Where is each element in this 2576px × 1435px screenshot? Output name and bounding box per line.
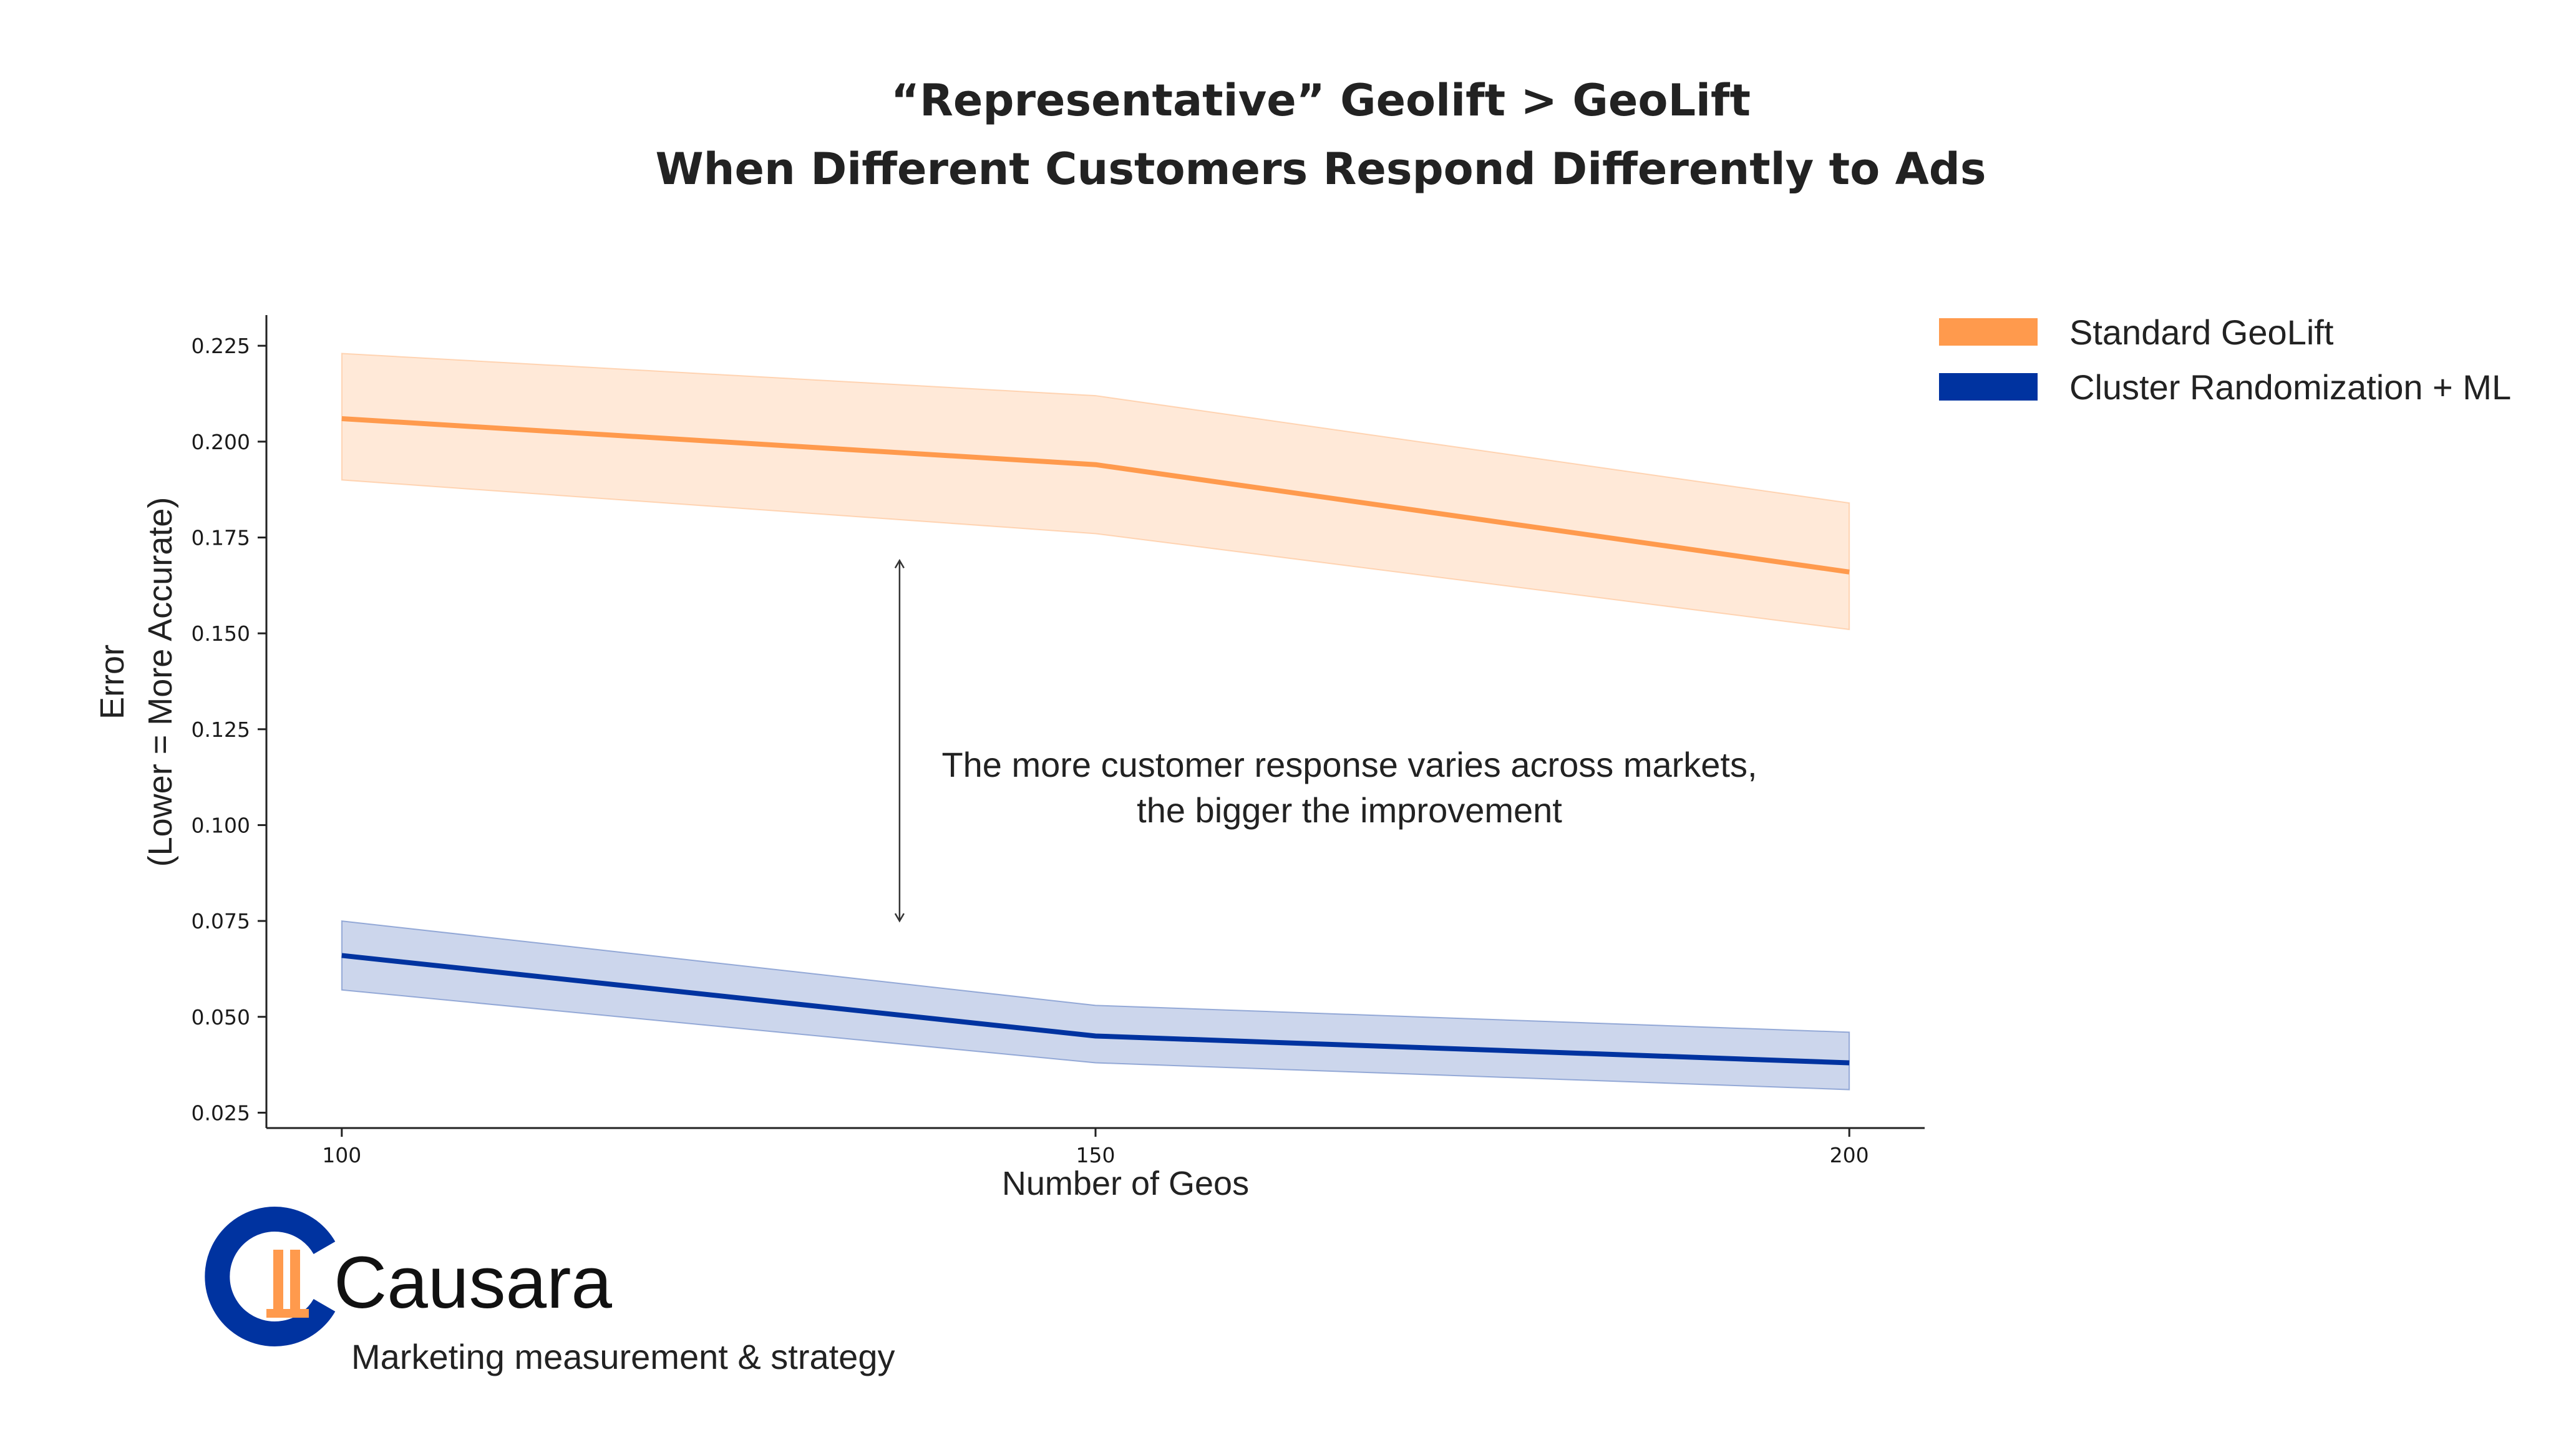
- series-lines: [341, 416, 1850, 1066]
- y-tick-label: 0.100: [192, 813, 250, 837]
- y-tick-label: 0.175: [192, 525, 250, 550]
- legend: Standard GeoLift Cluster Randomization +…: [1939, 313, 2511, 407]
- y-axis-ticks: 0.025 0.050 0.075 0.100 0.125 0.150 0.175 0.200…: [192, 334, 266, 1125]
- y-tick-label: 0.150: [192, 621, 250, 646]
- x-axis-ticks: 100 150 200: [322, 1128, 1869, 1167]
- y-axis-label-line1: Error: [94, 645, 131, 719]
- y-axis-label-line2: (Lower = More Accurate): [142, 497, 179, 867]
- chart-title-line1: “Representative” Geolift > GeoLift: [891, 75, 1751, 126]
- legend-swatch-standard-geolift: [1939, 318, 2038, 346]
- x-tick-label: 200: [1830, 1143, 1869, 1167]
- brand-name: Causara: [334, 1242, 612, 1324]
- legend-swatch-cluster-randomization: [1939, 373, 2038, 401]
- y-tick-label: 0.200: [192, 430, 250, 454]
- annotation-arrow-head-down: [894, 913, 905, 923]
- band-cluster-randomization-ml: [341, 920, 1850, 1091]
- annotation-line1: The more customer response varies across…: [941, 745, 1757, 784]
- annotation-arrow-head-up: [894, 558, 905, 568]
- y-tick-label: 0.075: [192, 909, 250, 933]
- legend-label-cluster-randomization: Cluster Randomization + ML: [2069, 367, 2511, 407]
- chart-title-line2: When Different Customers Respond Differe…: [655, 144, 1986, 195]
- legend-label-standard-geolift: Standard GeoLift: [2069, 313, 2334, 352]
- causara-logo-icon: [205, 1207, 336, 1346]
- x-tick-label: 150: [1076, 1143, 1115, 1167]
- y-tick-label: 0.225: [192, 334, 250, 358]
- annotation-arrow: [894, 558, 905, 923]
- x-tick-label: 100: [322, 1143, 361, 1167]
- y-tick-label: 0.125: [192, 718, 250, 742]
- brand-tagline: Marketing measurement & strategy: [351, 1337, 895, 1376]
- x-axis-label: Number of Geos: [1002, 1165, 1249, 1202]
- band-standard-geolift: [341, 353, 1850, 631]
- annotation-line2: the bigger the improvement: [1137, 790, 1562, 830]
- y-tick-label: 0.025: [192, 1101, 250, 1125]
- y-tick-label: 0.050: [192, 1005, 250, 1029]
